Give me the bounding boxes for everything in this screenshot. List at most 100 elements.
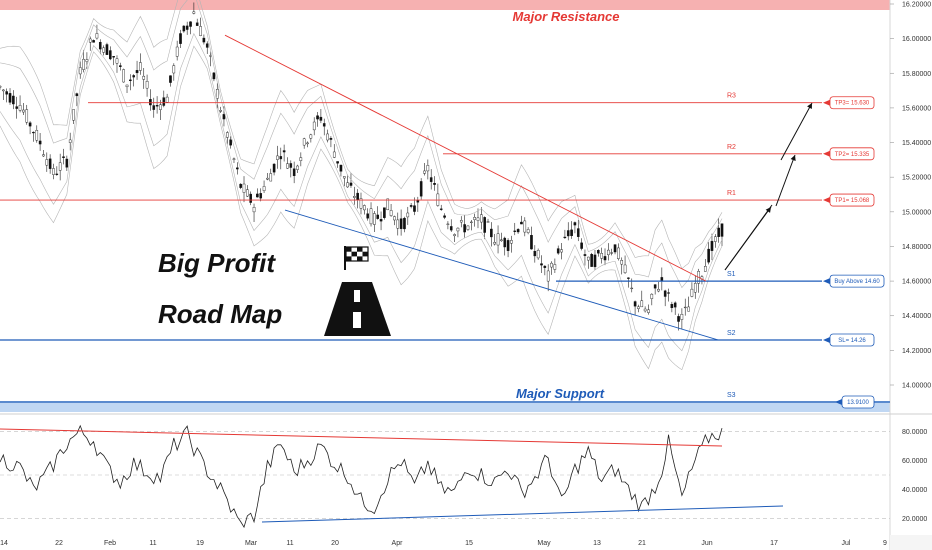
candle-body [112, 56, 115, 58]
candle-body [242, 183, 246, 193]
price-tick-label: 14.00000 [902, 383, 931, 390]
candle-body [597, 250, 600, 254]
candle-body [523, 220, 527, 233]
candle-body [292, 168, 296, 177]
candle-body [540, 263, 543, 266]
oscillator-tick-label: 20.0000 [902, 516, 927, 523]
candle-body [98, 41, 102, 50]
candle-body [683, 306, 687, 309]
candle-body [102, 47, 105, 53]
candle-body [433, 183, 436, 185]
candle-body [670, 304, 674, 309]
callout-pointer [823, 278, 830, 285]
candle-body [55, 173, 59, 175]
projection-arrow [775, 154, 796, 207]
level-label: R2 [727, 144, 736, 151]
candle-body [703, 266, 707, 272]
price-tick-label: 14.80000 [902, 244, 931, 251]
candle-body [406, 212, 410, 218]
candle-body [122, 69, 125, 83]
candle-body [309, 134, 313, 139]
candle-body [583, 254, 587, 256]
time-tick-label: Feb [104, 540, 116, 547]
candle-body [680, 314, 684, 320]
candle-body [289, 163, 293, 168]
candle-body [576, 228, 580, 237]
price-tick-label: 15.20000 [902, 175, 931, 182]
candle-body [62, 156, 65, 158]
candle-body [496, 233, 500, 246]
candle-body [279, 156, 283, 160]
candle-body [563, 236, 567, 239]
candle-body [175, 46, 179, 57]
candle-body [663, 290, 667, 297]
candle-body [429, 177, 433, 182]
candle-body [142, 75, 146, 80]
candle-body [486, 221, 490, 223]
candle-body [48, 158, 52, 169]
candle-body [493, 242, 497, 245]
candle-body [513, 230, 517, 232]
candle-body [346, 182, 349, 188]
candle-body [359, 198, 363, 209]
callout-label: TP2= 15.335 [835, 152, 870, 158]
candle-body [617, 247, 620, 259]
candle-body [195, 22, 199, 26]
candle-body [607, 249, 610, 256]
candle-body [600, 253, 603, 259]
candle-body [125, 84, 129, 88]
candle-body [262, 186, 266, 191]
time-tick-label: 19 [196, 540, 204, 547]
candle-body [329, 137, 333, 140]
callout-pointer [823, 150, 830, 157]
callout-label: TP3= 15.630 [835, 101, 870, 107]
candle-body [52, 168, 55, 175]
candle-body [650, 293, 654, 299]
oscillator-line [0, 424, 723, 529]
level-label: S1 [727, 271, 736, 278]
candle-body [249, 193, 252, 203]
candle-body [239, 183, 242, 188]
candle-body [623, 264, 627, 273]
candle-body [12, 95, 15, 105]
candle-body [215, 89, 219, 99]
candle-body [376, 214, 380, 219]
candle-body [72, 109, 75, 121]
major-support-zone [0, 401, 890, 412]
candle-body [5, 91, 8, 95]
level-label: R3 [727, 93, 736, 100]
candle-body [586, 256, 590, 261]
time-axis-ticks: 14 22 Feb 11 19 Mar 11 20 Apr 15 May 13 21 Jun 17 Jul 9 [0, 540, 887, 547]
level-label: R1 [727, 190, 736, 197]
candle-body [209, 55, 212, 57]
candle-body [627, 277, 630, 279]
candle-body [396, 219, 400, 229]
callout-pointer [823, 197, 830, 204]
candle-body [252, 207, 256, 213]
price-area [0, 0, 890, 414]
candle-body [707, 248, 710, 263]
candle-body [463, 224, 466, 233]
price-axis-ticks: 16.20000 16.00000 15.80000 15.60000 15.40000… [890, 2, 931, 390]
candle-body [229, 139, 232, 146]
oscillator-tick-label: 40.0000 [902, 487, 927, 494]
callout-label: TP1= 15.068 [835, 198, 870, 204]
time-tick-label: 22 [55, 540, 63, 547]
candle-body [45, 159, 49, 166]
candle-body [677, 316, 680, 322]
envelope-band [0, 32, 723, 352]
candle-body [236, 167, 239, 170]
candle-body [653, 284, 657, 289]
candle-body [516, 229, 520, 233]
candle-body [182, 25, 186, 32]
candle-body [119, 65, 122, 67]
candle-body [259, 193, 263, 199]
candle-body [690, 288, 694, 297]
candle-body [673, 302, 677, 308]
candle-body [95, 33, 99, 39]
time-tick-label: 11 [149, 540, 156, 547]
candle-body [35, 130, 39, 141]
candle-body [222, 114, 226, 120]
time-tick-label: 13 [593, 540, 601, 547]
candle-body [510, 240, 513, 244]
